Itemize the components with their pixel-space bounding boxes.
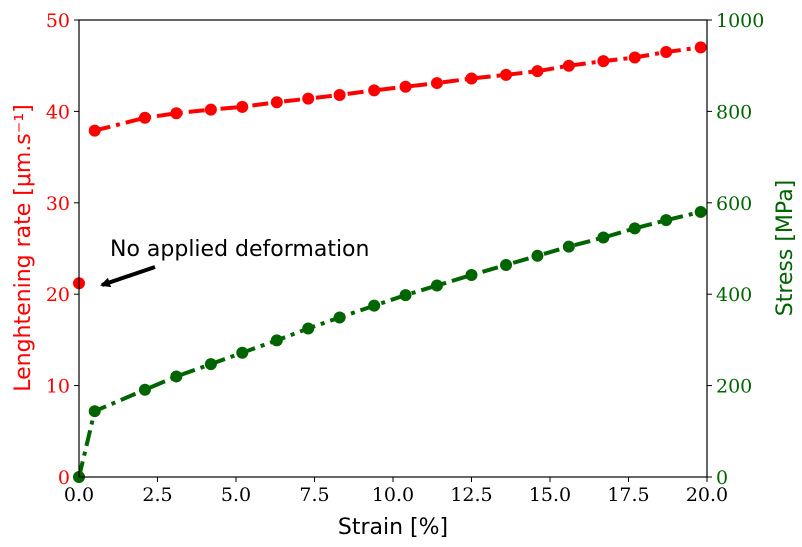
x-axis-ticks: 0.0 2.5 5.0 7.5 10.0 12.5 15.0 17.5 20.0 [64, 477, 728, 506]
series-layer [73, 41, 707, 483]
left-axis-label: Lenghtening rate [μm.s⁻¹] [11, 104, 36, 392]
x-axis-label: Strain [%] [338, 515, 448, 540]
series-point-right [465, 269, 478, 282]
series-point-left [368, 84, 381, 97]
right-tick-label: 1000 [716, 10, 764, 32]
plot-frame [78, 19, 708, 478]
series-point-left [270, 96, 283, 109]
series-point-right [562, 240, 575, 253]
series-point-left [236, 100, 249, 113]
right-tick-label: 0 [716, 467, 728, 489]
series-point-right [302, 322, 315, 335]
series-point-left [597, 55, 610, 68]
x-tick-label: 15.0 [529, 484, 571, 506]
series-point-left [465, 72, 478, 85]
series-point-left [660, 45, 673, 58]
series-point-right [694, 205, 707, 218]
series-line-left [94, 45, 701, 133]
series-point-right [628, 222, 641, 235]
series-point-left [694, 41, 707, 54]
series-point-right [204, 358, 217, 371]
series-point-right [170, 370, 183, 383]
series-point-left [170, 107, 183, 120]
series-point-left [628, 51, 641, 64]
series-point-right [660, 214, 673, 227]
annotation: No applied deformation [100, 237, 369, 288]
left-tick-label: 10 [46, 376, 70, 398]
series-point-right [500, 258, 513, 271]
x-tick-label: 2.5 [142, 484, 172, 506]
x-tick-label: 20.0 [686, 484, 728, 506]
series-point-right [531, 249, 544, 262]
right-axis-ticks: 0 200 400 600 800 1000 [707, 10, 764, 489]
series-point-left [302, 92, 315, 105]
series-point-left [500, 68, 513, 81]
series-point-right [368, 299, 381, 312]
series-point-right [333, 311, 346, 324]
left-tick-label: 0 [58, 467, 70, 489]
right-tick-label: 600 [716, 193, 752, 215]
left-tick-label: 40 [46, 101, 70, 123]
left-tick-label: 20 [46, 284, 70, 306]
left-tick-label: 50 [46, 10, 70, 32]
left-tick-label: 30 [46, 193, 70, 215]
series-point-right [236, 346, 249, 359]
x-tick-label: 5.0 [221, 484, 251, 506]
x-tick-label: 7.5 [299, 484, 329, 506]
series-point-left [399, 80, 412, 93]
annotation-text: No applied deformation [110, 237, 369, 262]
right-axis-label: Stress [MPa] [773, 180, 798, 317]
series-point-right [399, 289, 412, 302]
series-point-left [138, 111, 151, 124]
x-tick-label: 12.5 [450, 484, 492, 506]
right-tick-label: 200 [716, 376, 752, 398]
series-point-left [88, 124, 101, 137]
series-point-left [204, 103, 217, 116]
series-point-left [562, 59, 575, 72]
annotation-arrow [100, 265, 156, 288]
series-point-right [430, 279, 443, 292]
left-axis-ticks: 0 10 20 30 40 50 [46, 10, 79, 489]
series-point-left [531, 65, 544, 78]
right-tick-label: 800 [716, 101, 752, 123]
series-point-left [333, 88, 346, 101]
series-point-right [270, 334, 283, 347]
series-point-right [597, 231, 610, 244]
x-tick-label: 10.0 [372, 484, 414, 506]
x-tick-label: 17.5 [607, 484, 649, 506]
right-tick-label: 400 [716, 284, 752, 306]
series-point-left [430, 77, 443, 90]
x-tick-label: 0.0 [64, 484, 94, 506]
series-point-right [88, 405, 101, 418]
series-point-right [138, 383, 151, 396]
